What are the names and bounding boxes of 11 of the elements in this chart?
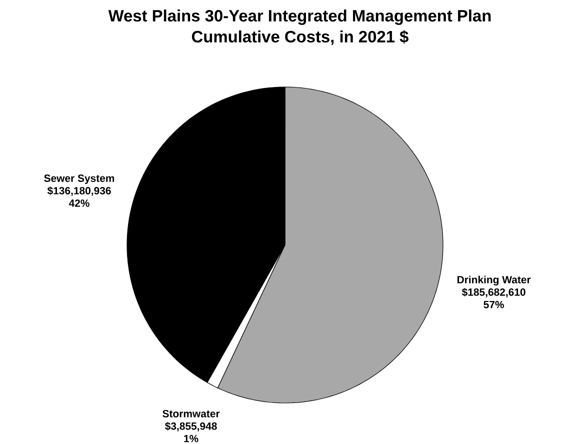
- chart-subtitle: Cumulative Costs, in 2021 $: [192, 30, 408, 45]
- chart-title: West Plains 30-Year Integrated Management Plan: [108, 9, 491, 25]
- text: 42%: [68, 199, 90, 207]
- slice-label: Stormwater: [162, 410, 220, 418]
- slice-label: Drinking Water: [458, 276, 531, 286]
- text: 1%: [184, 434, 198, 442]
- data-label: $3,855,948: [164, 422, 217, 432]
- data-label: $136,180,936: [47, 186, 111, 196]
- text: 57%: [484, 300, 504, 308]
- data-label: $185,682,610: [462, 288, 526, 298]
- slice-label: Sewer System: [44, 174, 114, 184]
